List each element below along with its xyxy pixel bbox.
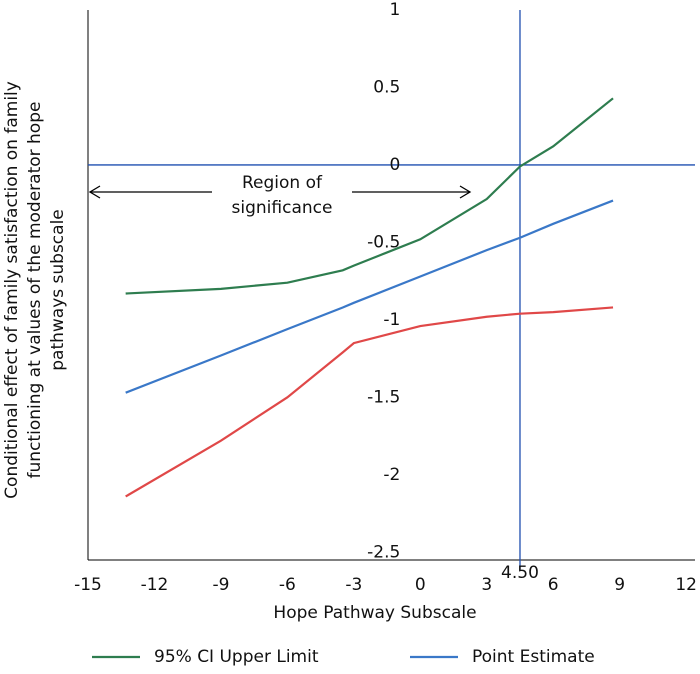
y-tick-label: 0.5 xyxy=(373,77,400,97)
y-axis-title: functioning at values of the moderator h… xyxy=(25,102,45,479)
y-tick-label: -0.5 xyxy=(367,232,400,252)
x-tick-label: 3 xyxy=(481,575,492,595)
legend-label: Point Estimate xyxy=(472,647,595,667)
y-tick-label: -1.5 xyxy=(367,387,400,407)
x-tick-label: -6 xyxy=(279,575,296,595)
series-line xyxy=(125,97,614,295)
y-tick-label: -2.5 xyxy=(367,542,400,562)
x-tick-label: 0 xyxy=(415,575,426,595)
y-tick-label: 0 xyxy=(389,155,400,175)
y-tick-label: -2 xyxy=(383,465,400,485)
x-tick-label: -3 xyxy=(345,575,362,595)
y-axis-title: pathways subscale xyxy=(48,209,68,371)
x-tick-label: 4.50 xyxy=(501,563,539,583)
x-tick-label: 12 xyxy=(675,575,697,595)
legend-label: 95% CI Upper Limit xyxy=(154,647,319,667)
x-tick-label: 9 xyxy=(614,575,625,595)
y-axis-title: Conditional effect of family satisfactio… xyxy=(2,81,22,499)
x-tick-label: 6 xyxy=(548,575,559,595)
annotation-arrows xyxy=(88,185,472,199)
x-tick-label: -12 xyxy=(141,575,169,595)
y-tick-label: 1 xyxy=(389,0,400,20)
annotation: significance xyxy=(232,198,333,218)
annotation: Region of xyxy=(242,173,323,193)
x-tick-label: -15 xyxy=(74,575,102,595)
x-axis-title: Hope Pathway Subscale xyxy=(273,603,476,623)
series-line xyxy=(125,306,614,498)
series-line xyxy=(125,199,614,394)
y-tick-label: -1 xyxy=(383,310,400,330)
x-tick-label: -9 xyxy=(212,575,229,595)
